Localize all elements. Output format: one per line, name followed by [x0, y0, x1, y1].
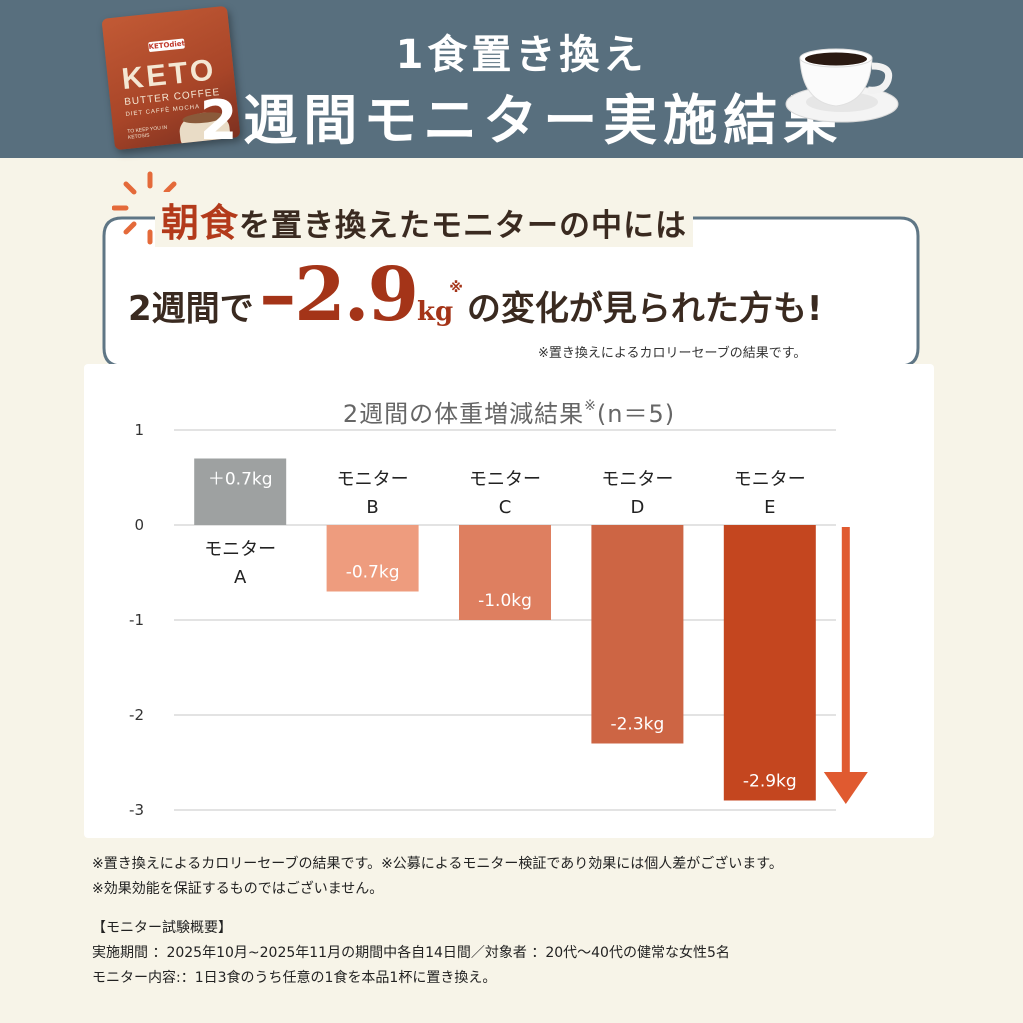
category-label: C	[499, 497, 512, 518]
category-label: モニター	[204, 539, 276, 560]
trend-arrow-head	[823, 772, 868, 804]
bubble-period: 2週間で	[128, 289, 254, 329]
coffee-cup-icon	[785, 48, 899, 123]
category-label: モニター	[469, 469, 541, 490]
header-title: 2週間モニター実施結果	[199, 89, 844, 152]
trial-overview: 【モニター試験概要】 実施期間 ：2025年10月~2025年11月の期間中各自…	[92, 916, 730, 991]
bar	[591, 525, 684, 744]
bubble-main-text: 2週間で –2.9kg※の変化が見られた方も!	[128, 252, 822, 338]
y-tick-label: -3	[129, 801, 144, 819]
category-label: モニター	[734, 469, 806, 490]
bar	[326, 525, 419, 592]
y-tick-label: -2	[129, 706, 144, 724]
data-label: -2.3kg	[610, 715, 664, 735]
bubble-unit: kg	[417, 297, 454, 327]
y-tick-label: 1	[134, 421, 144, 439]
chart-title-mark: ※	[584, 398, 597, 414]
bar	[459, 525, 551, 620]
data-label: -1.0kg	[478, 591, 532, 611]
y-tick-label: 0	[134, 516, 144, 534]
bubble-tail: の変化が見られた方も!	[466, 289, 823, 329]
footnote-line-2: ※効果効能を保証するものではございません。	[92, 881, 384, 897]
header-subtitle: 1食置き換え	[395, 32, 648, 78]
chart-title-text: 2週間の体重増減結果	[342, 400, 585, 428]
bubble-value: –2.9	[259, 252, 419, 338]
footnotes: ※置き換えによるカロリーセーブの結果です。※公募によるモニター検証であり効果には…	[92, 852, 783, 902]
data-label: -2.9kg	[743, 772, 797, 792]
overview-period: 実施期間 ：2025年10月~2025年11月の期間中各自14日間／対象者 ：2…	[92, 945, 730, 961]
overview-content: モニター内容:：1日3食のうち任意の1食を本品1杯に置き換え。	[92, 970, 497, 986]
bar	[723, 525, 816, 801]
footnote-line-1: ※置き換えによるカロリーセーブの結果です。※公募によるモニター検証であり効果には…	[92, 856, 783, 872]
header-banner: KETOdiet KETO BUTTER COFFEE DIET CAFFÈ M…	[0, 0, 1023, 158]
overview-heading: 【モニター試験概要】	[92, 920, 232, 936]
bubble-footnote: ※置き換えによるカロリーセーブの結果です。	[538, 346, 807, 361]
bar-chart: 1 0 -1 -2 -3 ＋0.7kg モニター A -0.7kg モニター B -1.0kg モニター…	[129, 421, 868, 819]
category-label: E	[764, 497, 775, 518]
bar	[194, 458, 287, 525]
y-tick-label: -1	[129, 611, 144, 629]
chart-card: 1 0 -1 -2 -3 ＋0.7kg モニター A -0.7kg モニター B -1.0kg モニター…	[84, 364, 934, 838]
trend-arrow-shaft	[841, 527, 850, 774]
data-label: -0.7kg	[346, 563, 400, 583]
chart-title: 2週間の体重増減結果※(n＝5)	[84, 394, 934, 429]
category-label: モニター	[601, 469, 673, 490]
bubble-mark: ※	[449, 280, 463, 296]
breakfast-highlight: 朝食	[161, 201, 240, 245]
bubble-headline: 朝食を置き換えたモニターの中には	[155, 192, 694, 247]
chart-title-n: (n＝5)	[596, 400, 676, 428]
category-label: A	[234, 567, 247, 588]
category-label: モニター	[337, 469, 409, 490]
bubble-headline-rest: を置き換えたモニターの中には	[239, 208, 688, 244]
data-label: ＋0.7kg	[208, 470, 273, 490]
category-label: B	[366, 497, 378, 518]
sun-burst-icon	[112, 171, 177, 245]
category-label: D	[630, 497, 644, 518]
